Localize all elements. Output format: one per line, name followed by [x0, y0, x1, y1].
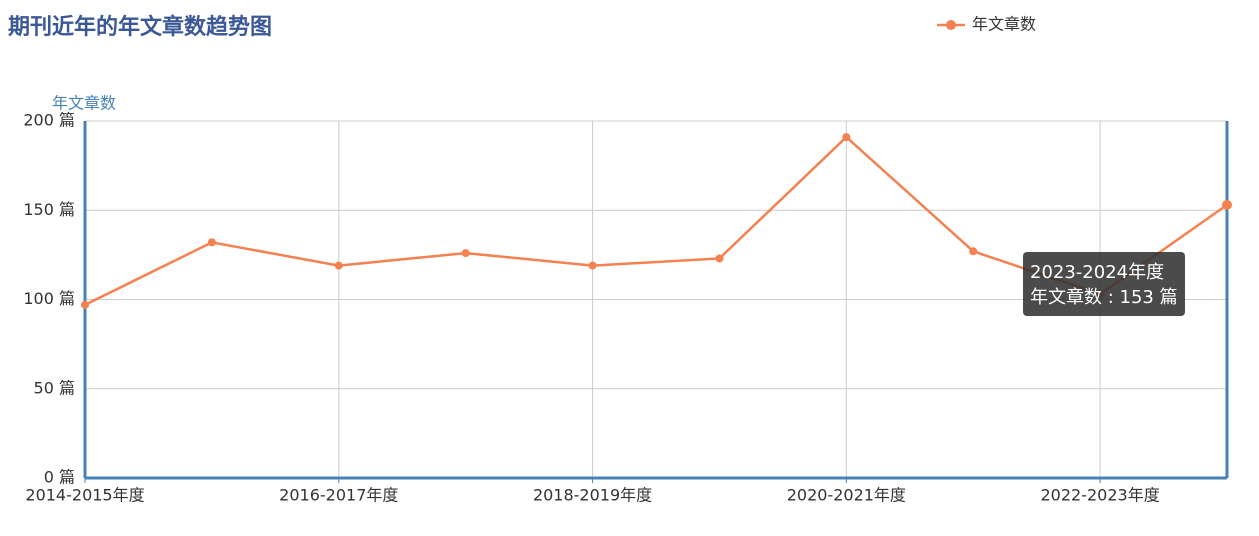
legend-marker [946, 20, 956, 30]
x-tick-label: 2022-2023年度 [1041, 486, 1160, 505]
point [588, 261, 597, 270]
point [842, 133, 851, 142]
point [1222, 199, 1232, 210]
y-tick-label: 0 篇 [44, 468, 75, 487]
chart-title: 期刊近年的年文章数趋势图 [8, 14, 272, 40]
point [207, 238, 216, 247]
tooltip-text: 年文章数 : 153 篇 [1030, 287, 1178, 308]
point [334, 261, 343, 270]
y-tick-label: 100 篇 [23, 289, 75, 308]
x-tick-label: 2020-2021年度 [787, 486, 906, 505]
y-tick-label: 150 篇 [23, 200, 75, 219]
point [715, 254, 724, 263]
y-tick-label: 50 篇 [34, 378, 75, 397]
y-tick-label: 200 篇 [23, 111, 75, 130]
legend-label: 年文章数 [972, 15, 1036, 34]
x-tick-label: 2018-2019年度 [533, 486, 652, 505]
point [461, 249, 470, 258]
tooltip-title: 2023-2024年度 [1030, 262, 1164, 283]
point [81, 300, 89, 309]
tooltip-box [1023, 252, 1185, 316]
y-axis-title: 年文章数 [52, 94, 116, 113]
x-tick-label: 2014-2015年度 [25, 486, 144, 505]
point [969, 247, 978, 256]
x-tick-label: 2016-2017年度 [279, 486, 398, 505]
